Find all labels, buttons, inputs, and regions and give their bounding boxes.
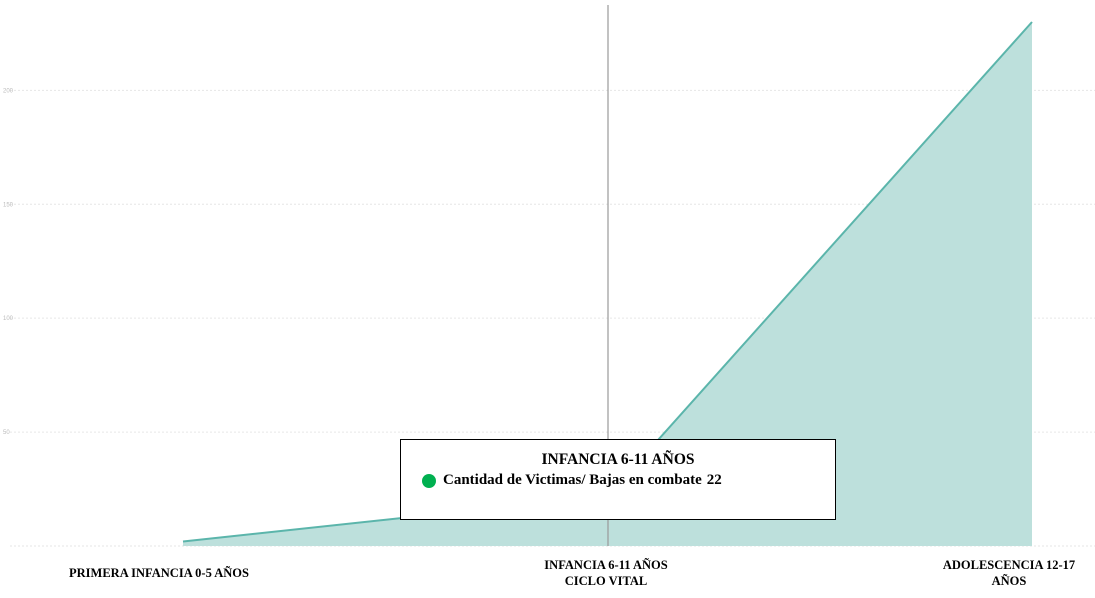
- series-color-dot: [422, 473, 436, 488]
- tooltip-title: INFANCIA 6-11 AÑOS: [541, 451, 695, 468]
- y-axis-ticks: 50 100 150 200: [3, 88, 14, 436]
- y-tick-label: 50: [3, 430, 10, 436]
- tooltip-row: Cantidad de Victimas/ Bajas en combate 2…: [422, 472, 722, 489]
- y-tick-label: 100: [3, 316, 14, 322]
- y-tick-label: 150: [3, 202, 14, 208]
- series-area: [183, 22, 1032, 546]
- x-tick-label: PRIMERA INFANCIA 0-5 AÑOS: [69, 566, 249, 580]
- x-tick-label: CICLO VITAL: [565, 574, 648, 588]
- x-tick-label: INFANCIA 6-11 AÑOS: [544, 558, 667, 572]
- x-tick-label: AÑOS: [992, 574, 1027, 588]
- x-axis-labels: PRIMERA INFANCIA 0-5 AÑOS INFANCIA 6-11 A…: [69, 558, 1075, 588]
- y-tick-label: 200: [3, 88, 14, 94]
- tooltip: INFANCIA 6-11 AÑOS Cantidad de Victimas/…: [400, 439, 836, 520]
- tooltip-series-label: Cantidad de Victimas/ Bajas en combate: [443, 472, 702, 488]
- x-tick-label: ADOLESCENCIA 12-17: [943, 558, 1075, 572]
- tooltip-value: 22: [706, 472, 722, 488]
